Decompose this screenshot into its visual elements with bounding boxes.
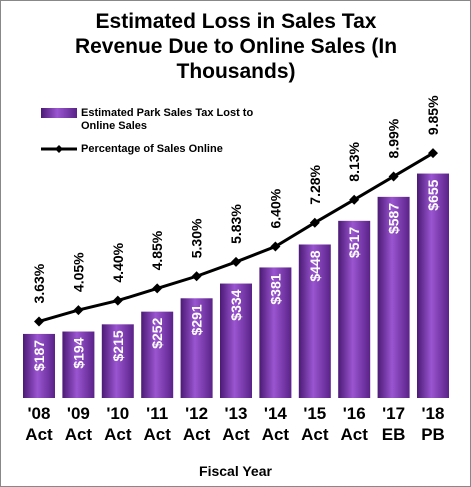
bar-value-label: $334 xyxy=(228,289,244,320)
line-value-label: 6.40% xyxy=(267,188,283,228)
x-tick-label: '17 EB xyxy=(381,404,406,444)
x-tick-label: '15 Act xyxy=(301,404,329,444)
x-tick-label: '16 Act xyxy=(340,404,368,444)
bar xyxy=(62,331,95,398)
line-value-label: 4.40% xyxy=(110,242,126,282)
bar-value-label: $291 xyxy=(189,304,205,335)
line-value-label: 4.05% xyxy=(70,252,86,292)
legend-label: Estimated Park Sales Tax Lost to Online … xyxy=(81,107,254,132)
bar xyxy=(23,333,55,398)
bar-value-label: $194 xyxy=(70,337,86,368)
bar-value-label: $448 xyxy=(307,250,323,281)
line-marker xyxy=(388,171,399,182)
bar xyxy=(298,244,331,398)
line-marker xyxy=(112,295,123,306)
bar xyxy=(180,298,213,398)
x-tick-label: '18 PB xyxy=(421,404,445,444)
x-tick-label: '13 Act xyxy=(222,404,250,444)
legend-label: Percentage of Sales Online xyxy=(81,143,223,155)
bar-value-label: $517 xyxy=(346,227,362,258)
legend-swatch xyxy=(55,145,63,153)
x-tick-label: '09 Act xyxy=(64,404,93,444)
bar-value-label: $215 xyxy=(110,330,126,361)
line-marker xyxy=(152,283,163,294)
x-tick-label: '14 Act xyxy=(261,404,290,444)
legend-swatch xyxy=(41,108,77,118)
line-value-label: 4.85% xyxy=(149,230,165,270)
line-value-label: 8.13% xyxy=(346,141,362,181)
x-axis-title: Fiscal Year xyxy=(199,463,272,479)
bar xyxy=(101,324,134,398)
bar-value-label: $381 xyxy=(267,273,283,304)
line-marker xyxy=(428,148,438,159)
line-value-label: 7.28% xyxy=(307,164,323,204)
chart-title: Estimated Loss in Sales Tax Revenue Due … xyxy=(74,10,398,83)
line-value-label: 5.30% xyxy=(189,218,205,258)
bar xyxy=(259,267,292,398)
bar xyxy=(141,311,174,398)
line-marker xyxy=(191,271,202,282)
bar xyxy=(220,283,252,398)
line-marker xyxy=(270,241,281,252)
line-value-label: 8.99% xyxy=(386,118,402,158)
bar-value-label: $252 xyxy=(149,317,165,348)
x-tick-label: '12 Act xyxy=(182,404,211,444)
bar xyxy=(377,196,410,398)
line-value-label: 9.85% xyxy=(425,95,441,135)
bar xyxy=(417,173,449,398)
line-marker xyxy=(34,316,44,327)
bar-value-label: $187 xyxy=(31,340,47,371)
line-marker xyxy=(349,194,360,205)
x-tick-label: '10 Act xyxy=(104,404,132,444)
line-marker xyxy=(231,256,241,267)
x-tick-label: '08 Act xyxy=(25,404,53,444)
line-value-label: 5.83% xyxy=(228,204,244,244)
line-marker xyxy=(309,217,320,228)
line-marker xyxy=(73,305,84,316)
line-value-label: 3.63% xyxy=(31,263,47,303)
x-tick-label: '11 Act xyxy=(143,404,171,444)
bar xyxy=(338,220,371,398)
bar-value-label: $655 xyxy=(425,179,441,210)
bar-value-label: $587 xyxy=(386,203,402,234)
